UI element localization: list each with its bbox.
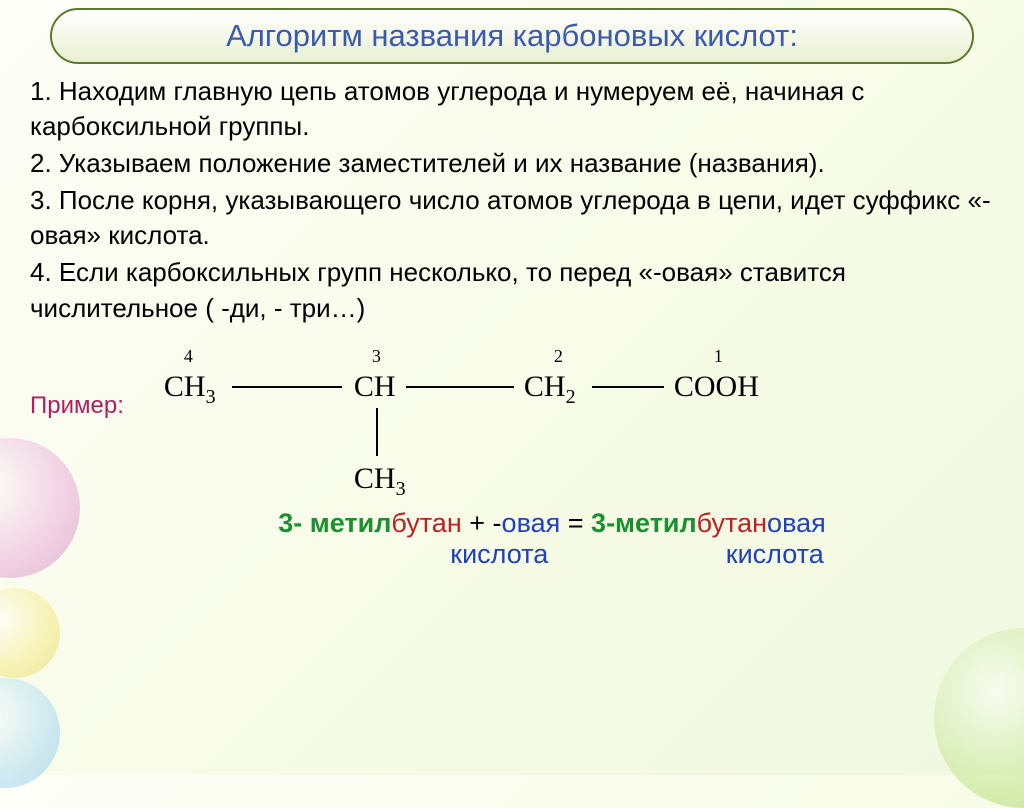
example-row: Пример: 4 3 2 1 CH3 CH CH2 COOH CH3	[0, 344, 1024, 504]
result-root: бутан	[697, 508, 767, 538]
atom-branch: CH3	[354, 462, 406, 501]
step-1: 1. Находим главную цепь атомов углерода …	[30, 74, 994, 144]
atom-c4: CH3	[164, 370, 216, 409]
acid-word-right: кислота	[726, 539, 824, 569]
name-prefix: 3- метил	[278, 508, 391, 538]
suffix-dash: -	[493, 508, 502, 538]
bond	[232, 386, 342, 388]
decor-bubble	[0, 678, 60, 788]
name-root: бутан	[391, 508, 461, 538]
carbon-number-2: 2	[554, 346, 563, 367]
acid-word-left: кислота	[450, 539, 548, 569]
slide-title: Алгоритм названия карбоновых кислот:	[72, 18, 952, 54]
slide-title-box: Алгоритм названия карбоновых кислот:	[50, 8, 974, 64]
equals-sign: =	[568, 508, 591, 538]
result-prefix: 3-метил	[591, 508, 697, 538]
carbon-number-3: 3	[372, 346, 381, 367]
decor-bubble	[0, 588, 60, 678]
step-4: 4. Если карбоксильных групп несколько, т…	[30, 255, 994, 325]
compound-name-line2: кислота кислота	[0, 539, 1024, 570]
carbon-number-4: 4	[184, 346, 193, 367]
chemical-structure: 4 3 2 1 CH3 CH CH2 COOH CH3	[154, 344, 804, 504]
step-3: 3. После корня, указывающего число атомо…	[30, 183, 994, 253]
compound-name-line1: 3- метилбутан + -овая = 3-метилбутановая	[0, 508, 1024, 539]
decor-bubble	[934, 628, 1024, 808]
step-2: 2. Указываем положение заместителей и их…	[30, 146, 994, 181]
atom-c1: COOH	[674, 370, 759, 404]
atom-c3: CH	[354, 370, 396, 404]
atom-c2: CH2	[524, 370, 576, 409]
bond	[376, 408, 378, 456]
carbon-number-1: 1	[714, 346, 723, 367]
bond	[592, 386, 664, 388]
bond	[406, 386, 514, 388]
name-suffix: овая	[502, 508, 561, 538]
algorithm-steps: 1. Находим главную цепь атомов углерода …	[0, 64, 1024, 326]
result-suffix: овая	[767, 508, 826, 538]
plus-sign: +	[469, 508, 492, 538]
example-label: Пример:	[30, 392, 124, 420]
